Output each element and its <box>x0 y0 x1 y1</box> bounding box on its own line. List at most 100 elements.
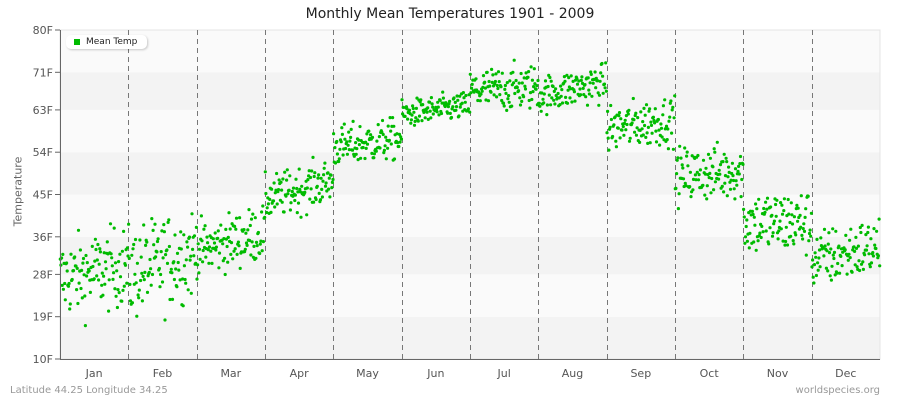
data-point <box>254 240 259 244</box>
data-point <box>236 240 240 244</box>
data-point <box>762 206 766 211</box>
legend[interactable]: Mean Temp <box>66 35 148 49</box>
data-point <box>768 226 772 230</box>
data-point <box>727 165 731 169</box>
data-point <box>623 118 627 122</box>
data-point <box>876 254 881 258</box>
data-point <box>406 117 410 121</box>
data-point <box>546 84 550 89</box>
source-link[interactable]: worldspecies.org <box>795 385 880 396</box>
data-point <box>476 98 480 103</box>
data-point <box>614 145 619 149</box>
data-point <box>863 253 867 257</box>
data-point <box>255 244 259 248</box>
data-point <box>426 106 430 110</box>
data-point <box>752 215 756 219</box>
data-point <box>656 117 661 122</box>
data-point <box>469 91 473 95</box>
y-tick-label: 36F <box>33 231 53 244</box>
data-point <box>470 82 474 86</box>
data-point <box>133 237 138 242</box>
data-point <box>223 272 227 277</box>
data-point <box>181 304 185 308</box>
data-point <box>816 261 820 265</box>
data-point <box>609 117 614 122</box>
data-point <box>503 83 507 88</box>
data-point <box>497 80 501 84</box>
legend-label: Mean Temp <box>86 37 138 47</box>
x-tick-label: Nov <box>767 367 789 380</box>
data-point <box>323 184 328 188</box>
data-point <box>458 94 462 98</box>
data-point <box>112 271 116 275</box>
data-point <box>670 108 674 112</box>
data-point <box>372 156 376 160</box>
data-point <box>87 269 91 273</box>
data-point <box>228 227 232 231</box>
data-point <box>403 114 407 118</box>
data-point <box>761 230 765 234</box>
data-point <box>68 307 72 311</box>
x-tick-label: Dec <box>835 367 856 380</box>
data-point <box>739 195 743 199</box>
data-point <box>234 227 238 231</box>
data-point <box>347 130 351 134</box>
data-point <box>377 135 381 139</box>
data-point <box>705 197 709 201</box>
data-point <box>103 260 108 264</box>
data-point <box>803 215 807 219</box>
data-point <box>381 132 385 137</box>
data-point <box>750 209 755 213</box>
data-point <box>386 124 390 128</box>
data-point <box>782 197 787 201</box>
data-point <box>827 251 832 255</box>
data-point <box>354 152 358 156</box>
data-point <box>283 170 287 174</box>
data-point <box>681 177 686 181</box>
data-point <box>545 103 550 107</box>
data-point <box>248 223 252 228</box>
data-point <box>401 105 405 109</box>
data-point <box>865 244 869 248</box>
data-point <box>678 144 682 148</box>
data-point <box>715 140 719 144</box>
data-point <box>852 245 856 249</box>
y-tick-label: 54F <box>33 146 53 159</box>
data-point <box>758 231 762 235</box>
data-point <box>799 194 803 198</box>
data-point <box>413 119 417 123</box>
data-point <box>437 113 441 117</box>
data-point <box>251 212 255 216</box>
data-point <box>68 302 72 306</box>
data-point <box>265 206 269 210</box>
data-point <box>341 153 345 157</box>
data-point <box>162 223 166 227</box>
data-point <box>367 129 371 133</box>
data-point <box>496 86 500 91</box>
data-point <box>732 178 736 183</box>
data-point <box>397 132 402 136</box>
data-point <box>817 248 822 252</box>
data-point <box>75 288 79 292</box>
data-point <box>335 139 339 144</box>
data-point <box>796 219 800 223</box>
data-point <box>117 291 121 295</box>
data-point <box>159 272 163 277</box>
data-point <box>871 251 875 255</box>
data-point <box>572 90 577 94</box>
data-point <box>111 277 115 281</box>
data-point <box>66 284 71 288</box>
data-point <box>125 246 129 250</box>
data-point <box>501 101 506 105</box>
data-point <box>137 296 141 300</box>
data-point <box>545 113 549 117</box>
data-point <box>425 110 429 114</box>
data-point <box>281 177 285 181</box>
data-point <box>217 266 221 270</box>
data-point <box>640 127 644 131</box>
data-point <box>229 252 233 256</box>
data-point <box>605 131 609 135</box>
data-point <box>441 96 445 100</box>
data-point <box>81 256 86 261</box>
data-point <box>511 70 515 74</box>
